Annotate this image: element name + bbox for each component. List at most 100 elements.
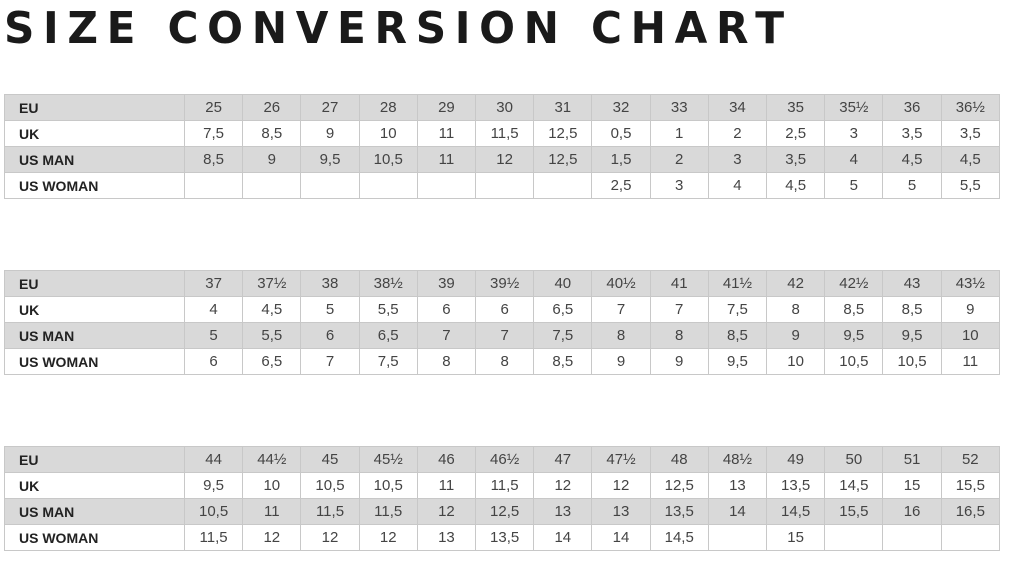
table-cell: 11 xyxy=(242,498,302,525)
table-cell: 35½ xyxy=(824,94,884,121)
table-cell: 8,5 xyxy=(882,296,942,323)
table-cell: 11 xyxy=(416,120,477,147)
table-row: UK 4 4,5 5 5,5 6 6 6,5 7 7 7,5 8 8,5 8,5 9 xyxy=(4,296,1001,323)
table-row: US WOMAN 11,5 12 12 12 13 13,5 14 14 14,5 15 xyxy=(4,524,1001,551)
table-cell: 5 xyxy=(882,172,942,199)
table-cell: 8 xyxy=(591,322,651,349)
table-cell: 11,5 xyxy=(183,524,244,551)
table-cell: 6,5 xyxy=(358,322,418,349)
table-cell: 40½ xyxy=(591,270,651,297)
row-label: US WOMAN xyxy=(4,348,185,375)
table-cell: 9 xyxy=(649,348,709,375)
table-cell: 5,5 xyxy=(940,172,1001,199)
row-label: UK xyxy=(4,120,185,147)
row-label: EU xyxy=(4,94,185,121)
table-cell: 51 xyxy=(882,446,942,473)
table-row: EU 44 44½ 45 45½ 46 46½ 47 47½ 48 48½ 49 50 51 52 xyxy=(4,446,1001,473)
table-row: EU 25 26 27 28 29 30 31 32 33 34 35 35½ 36 36½ xyxy=(4,94,1001,121)
table-cell: 30 xyxy=(475,94,535,121)
table-cell: 52 xyxy=(940,446,1001,473)
table-cell: 32 xyxy=(591,94,651,121)
table-cell: 29 xyxy=(416,94,477,121)
table-cell: 12 xyxy=(533,472,593,499)
table-cell: 10 xyxy=(242,472,302,499)
table-cell: 15 xyxy=(882,472,942,499)
table-cell: 9,5 xyxy=(824,322,884,349)
table-row: EU 37 37½ 38 38½ 39 39½ 40 40½ 41 41½ 42 42½ 43 43½ xyxy=(4,270,1001,297)
table-cell: 49 xyxy=(766,446,826,473)
table-cell: 40 xyxy=(533,270,593,297)
table-row: US WOMAN 2,5 3 4 4,5 5 5 5,5 xyxy=(4,172,1001,199)
table-cell: 4 xyxy=(183,296,244,323)
table-cell: 7 xyxy=(475,322,535,349)
table-cell: 28 xyxy=(358,94,418,121)
table-cell: 7,5 xyxy=(183,120,244,147)
table-row: US MAN 5 5,5 6 6,5 7 7 7,5 8 8 8,5 9 9,5 9,5 10 xyxy=(4,322,1001,349)
table-cell: 3,5 xyxy=(940,120,1001,147)
table-cell: 9 xyxy=(940,296,1001,323)
table-cell: 8,5 xyxy=(533,348,593,375)
table-cell: 37 xyxy=(183,270,244,297)
size-table-1: EU 25 26 27 28 29 30 31 32 33 34 35 35½ 36 36½ UK 7,5 8,5… xyxy=(4,94,1001,199)
table-cell: 10,5 xyxy=(300,472,360,499)
table-cell: 0,5 xyxy=(591,120,651,147)
size-table-2: EU 37 37½ 38 38½ 39 39½ 40 40½ 41 41½ 42 42½ 43 43½ UK 4… xyxy=(4,270,1001,375)
table-cell xyxy=(707,524,768,551)
table-cell: 43½ xyxy=(940,270,1001,297)
table-cell: 7,5 xyxy=(533,322,593,349)
table-cell: 4,5 xyxy=(766,172,826,199)
table-cell: 10,5 xyxy=(358,146,418,173)
table-cell xyxy=(533,172,593,199)
table-cell: 27 xyxy=(300,94,360,121)
table-cell xyxy=(183,172,244,199)
table-row: UK 9,5 10 10,5 10,5 11 11,5 12 12 12,5 13 13,5 14,5 1… xyxy=(4,472,1001,499)
table-cell: 11,5 xyxy=(475,472,535,499)
table-cell: 46½ xyxy=(475,446,535,473)
table-cell: 13,5 xyxy=(649,498,709,525)
row-label: EU xyxy=(4,270,185,297)
table-cell: 10,5 xyxy=(183,498,244,525)
page-title: SIZE CONVERSION CHART xyxy=(4,3,793,54)
table-cell: 12 xyxy=(591,472,651,499)
table-cell: 10,5 xyxy=(882,348,942,375)
table-cell: 2 xyxy=(649,146,709,173)
table-cell: 7 xyxy=(300,348,360,375)
table-cell xyxy=(416,172,477,199)
table-cell xyxy=(882,524,942,551)
table-cell: 15 xyxy=(766,524,826,551)
table-cell xyxy=(824,524,884,551)
table-row: US WOMAN 6 6,5 7 7,5 8 8 8,5 9 9 9,5 10 10,5 10,5 11 xyxy=(4,348,1001,375)
table-cell: 39½ xyxy=(475,270,535,297)
table-cell: 6 xyxy=(300,322,360,349)
table-cell: 26 xyxy=(242,94,302,121)
table-cell xyxy=(242,172,302,199)
table-cell: 11,5 xyxy=(358,498,418,525)
table-cell: 8,5 xyxy=(242,120,302,147)
table-cell: 9,5 xyxy=(183,472,244,499)
row-label: UK xyxy=(4,296,185,323)
table-row: US MAN 10,5 11 11,5 11,5 12 12,5 13 13 13,5 14 14,5… xyxy=(4,498,1001,525)
table-cell: 5 xyxy=(824,172,884,199)
table-cell: 44½ xyxy=(242,446,302,473)
table-cell: 9 xyxy=(591,348,651,375)
table-cell: 37½ xyxy=(242,270,302,297)
table-cell: 45 xyxy=(300,446,360,473)
table-row: UK 7,5 8,5 9 10 11 11,5 12,5 0,5 1 2 2,5 3 3,5 3,5 xyxy=(4,120,1001,147)
row-label: US MAN xyxy=(4,322,185,349)
table-cell: 5 xyxy=(300,296,360,323)
table-cell: 31 xyxy=(533,94,593,121)
table-cell: 35 xyxy=(766,94,826,121)
table-cell: 4,5 xyxy=(940,146,1001,173)
table-cell: 3,5 xyxy=(766,146,826,173)
row-label: UK xyxy=(4,472,185,499)
table-cell: 10 xyxy=(940,322,1001,349)
table-cell xyxy=(940,524,1001,551)
table-cell: 9 xyxy=(242,146,302,173)
row-label: US WOMAN xyxy=(4,524,185,551)
table-cell: 4,5 xyxy=(882,146,942,173)
row-label: US WOMAN xyxy=(4,172,185,199)
table-cell: 25 xyxy=(183,94,244,121)
table-cell: 16,5 xyxy=(940,498,1001,525)
table-cell: 14 xyxy=(707,498,768,525)
table-cell: 3,5 xyxy=(882,120,942,147)
